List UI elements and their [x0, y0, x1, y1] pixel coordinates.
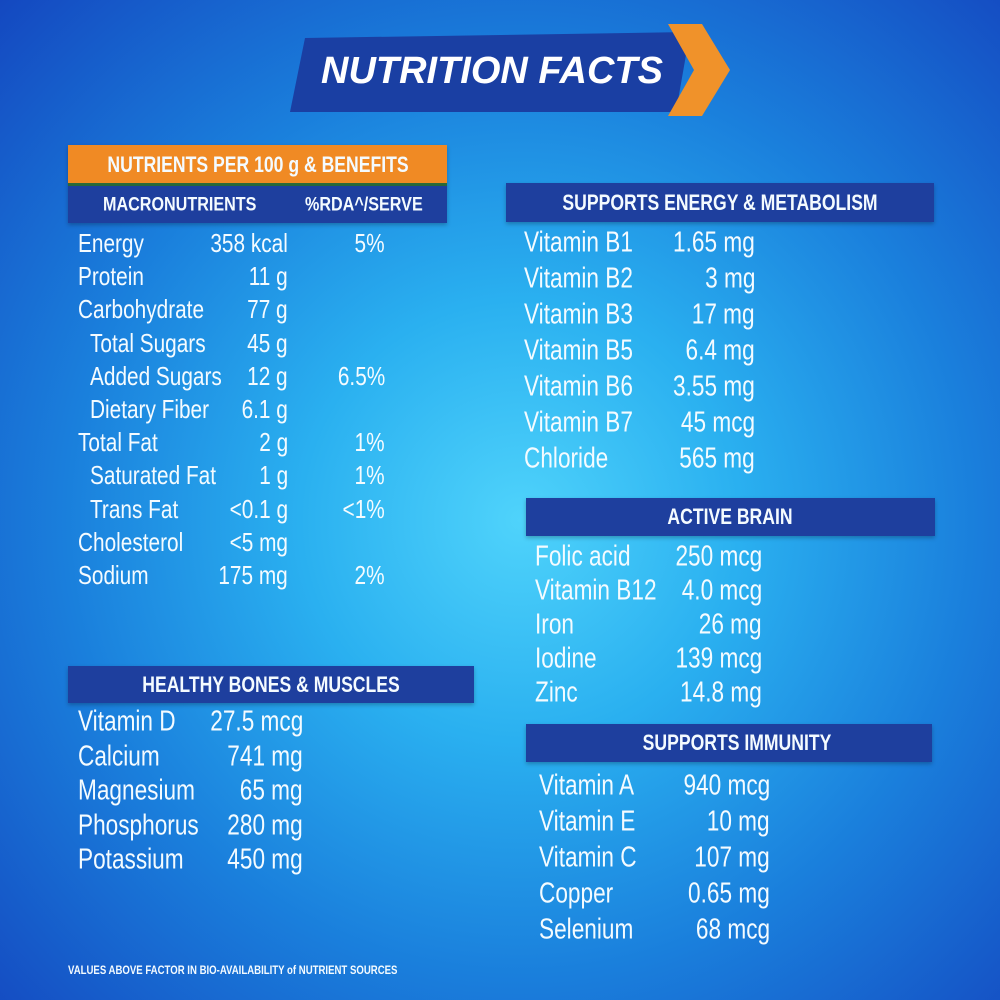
nutrient-amount: 3 mg	[704, 262, 755, 295]
nutrient-rda: 6.5%	[337, 360, 385, 391]
nutrient-amount: 1 g	[259, 460, 288, 491]
nutrient-name: Cholesterol	[78, 526, 184, 557]
nutrient-name: Iron	[535, 608, 574, 641]
nutrient-amount: 11 g	[249, 261, 288, 292]
nutrient-amount: 139 mcg	[675, 642, 762, 675]
nutrient-name: Zinc	[535, 676, 578, 709]
banner-chevron	[668, 24, 730, 116]
nutrient-name: Magnesium	[78, 774, 195, 807]
nutrient-name: Carbohydrate	[78, 294, 205, 325]
nutrient-amount: 107 mg	[694, 841, 770, 874]
nutrient-amount: 65 mg	[240, 774, 303, 807]
section-heading: SUPPORTS IMMUNITY	[642, 730, 832, 755]
nutrient-name: Protein	[78, 261, 144, 292]
nutrient-amount: <0.1 g	[229, 493, 288, 524]
nutrient-amount: 2 g	[259, 427, 288, 458]
nutrient-amount: 280 mg	[227, 809, 303, 841]
nutrient-amount: 14.8 mg	[680, 676, 762, 709]
title-banner: NUTRITION FACTS	[290, 24, 730, 116]
footnote: VALUES ABOVE FACTOR IN BIO-AVAILABILITY …	[68, 963, 398, 977]
macro-columns-box	[68, 186, 447, 223]
nutrient-name: Vitamin E	[539, 805, 636, 838]
nutrient-amount: 26 mg	[699, 608, 762, 641]
bones-heading-box	[68, 666, 474, 703]
section-heading: HEALTHY BONES & MUSCLES	[142, 672, 400, 697]
section-heading: SUPPORTS ENERGY & METABOLISM	[562, 190, 878, 215]
banner-shape	[290, 32, 690, 112]
nutrient-name: Vitamin B6	[524, 370, 633, 403]
nutrient-amount: 77 g	[247, 294, 288, 325]
nutrient-amount: 6.1 g	[241, 394, 288, 424]
nutrient-amount: 565 mg	[679, 442, 755, 475]
nutrient-name: Vitamin D	[78, 705, 176, 738]
nutrient-amount: 940 mcg	[683, 769, 770, 802]
nutrient-rda: <1%	[342, 493, 385, 524]
nutrient-amount: 250 mcg	[675, 540, 762, 573]
nutrient-name: Dietary Fiber	[90, 394, 210, 424]
nutrient-amount: 4.0 mcg	[681, 574, 762, 607]
column-header: %RDA^/SERVE	[305, 194, 423, 216]
nutrient-name: Vitamin C	[539, 841, 637, 874]
nutrient-name: Copper	[539, 877, 614, 910]
immunity-heading-box	[526, 724, 932, 762]
nutrient-amount: 175 mg	[218, 560, 288, 590]
nutrient-name: Calcium	[78, 740, 160, 772]
nutrient-name: Vitamin B7	[524, 406, 633, 439]
nutrient-name: Added Sugars	[90, 360, 222, 391]
nutrient-amount: 45 g	[247, 327, 288, 358]
nutrient-amount: 741 mg	[227, 740, 303, 772]
nutrient-name: Vitamin B1	[524, 226, 633, 259]
nutrient-rda: 1%	[354, 460, 385, 491]
nutrient-amount: 27.5 mcg	[209, 705, 303, 738]
nutrient-name: Vitamin B12	[535, 574, 657, 607]
nutrient-name: Total Sugars	[90, 327, 206, 358]
nutrient-amount: 1.65 mg	[673, 226, 755, 259]
nutrient-name: Vitamin B2	[524, 262, 633, 295]
nutrient-amount: 0.65 mg	[688, 877, 770, 910]
nutrient-amount: 17 mg	[692, 298, 755, 331]
nutrient-rda: 1%	[354, 427, 385, 458]
nutrient-name: Vitamin A	[539, 769, 635, 802]
nutrient-rda: 5%	[354, 228, 385, 258]
brain-heading-box	[526, 498, 935, 536]
nutrient-amount: 10 mg	[707, 805, 770, 838]
nutrient-name: Sodium	[78, 560, 149, 590]
energy-heading-box	[506, 183, 934, 222]
nutrient-name: Saturated Fat	[90, 460, 217, 491]
column-header: MACRONUTRIENTS	[103, 194, 257, 216]
nutrient-name: Vitamin B5	[524, 334, 633, 367]
nutrient-name: Selenium	[539, 913, 634, 946]
title: NUTRITION FACTS	[321, 50, 663, 92]
nutrient-amount: 45 mcg	[680, 406, 755, 439]
nutrient-amount: 6.4 mg	[685, 334, 755, 367]
nutrient-name: Chloride	[524, 442, 609, 475]
nutrient-name: Energy	[78, 228, 144, 258]
nutrient-amount: 358 kcal	[210, 228, 288, 258]
nutrient-name: Folic acid	[535, 540, 631, 573]
nutrient-name: Vitamin B3	[524, 298, 633, 331]
nutrient-name: Phosphorus	[78, 809, 199, 841]
nutrient-name: Trans Fat	[90, 493, 179, 524]
section-heading: NUTRIENTS PER 100 g & BENEFITS	[107, 152, 409, 177]
macro-heading-box	[68, 145, 447, 186]
section-heading: ACTIVE BRAIN	[667, 504, 793, 529]
nutrient-amount: 68 mcg	[695, 913, 770, 946]
nutrient-name: Iodine	[535, 642, 597, 675]
nutrient-amount: 3.55 mg	[673, 370, 755, 403]
nutrient-amount: 450 mg	[227, 843, 303, 876]
nutrient-amount: <5 mg	[229, 526, 288, 557]
nutrient-rda: 2%	[354, 560, 385, 590]
nutrient-name: Total Fat	[78, 427, 158, 458]
nutrient-amount: 12 g	[247, 360, 288, 391]
nutrient-name: Potassium	[78, 843, 184, 876]
